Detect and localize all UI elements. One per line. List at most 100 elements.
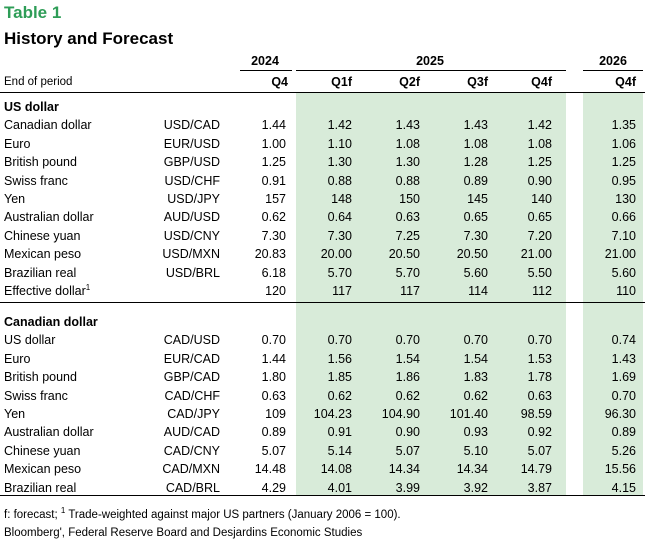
rate-value: 1.08 [395, 136, 420, 151]
rate-value: 1.10 [327, 136, 352, 151]
row-name: Swiss franc [4, 388, 68, 403]
rate-value: 0.65 [527, 210, 552, 225]
rate-value: 4.29 [261, 480, 286, 495]
row-name: Swiss franc [4, 173, 68, 188]
rate-value: 4.01 [327, 480, 352, 495]
row-name: Effective dollar [4, 284, 86, 298]
currency-pair: EUR/CAD [163, 351, 220, 366]
table-subtitle: History and Forecast [4, 29, 174, 48]
rate-value: 3.99 [395, 480, 420, 495]
currency-pair: GBP/CAD [163, 370, 220, 385]
rate-value: 7.30 [463, 228, 488, 243]
rate-value: 0.65 [463, 210, 488, 225]
rate-value: 1.35 [611, 118, 636, 133]
currency-pair: USD/CAD [163, 118, 220, 133]
currency-pair: USD/JPY [167, 192, 220, 206]
quarter-header: Q1f [331, 75, 352, 89]
rate-value: 21.00 [604, 247, 636, 262]
rate-value: 6.18 [261, 265, 286, 280]
rate-value: 0.89 [611, 425, 636, 440]
rate-value: 1.54 [463, 351, 488, 366]
rate-value: 0.89 [261, 425, 286, 440]
rate-value: 21.00 [520, 247, 552, 262]
rate-value: 5.60 [611, 265, 636, 280]
rate-value: 0.90 [395, 425, 420, 440]
rate-value: 109 [265, 407, 286, 421]
header-rule [0, 92, 645, 93]
rate-value: 4.15 [611, 480, 636, 495]
currency-pair: CAD/JPY [167, 407, 220, 421]
quarter-header: Q4f [615, 75, 636, 89]
rate-value: 5.50 [527, 265, 552, 280]
section-heading: Canadian dollar [4, 315, 98, 329]
rate-value: 5.70 [327, 265, 352, 280]
rate-value: 20.50 [456, 247, 488, 262]
row-label: Euro [4, 136, 30, 152]
row-label: Brazilian real [4, 480, 76, 496]
row-label: Canadian dollar [4, 117, 92, 133]
currency-pair: AUD/USD [163, 210, 220, 225]
rate-value: 0.88 [395, 173, 420, 188]
row-label: Australian dollar [4, 209, 94, 225]
section-heading: US dollar [4, 100, 59, 114]
rate-value: 1.80 [261, 370, 286, 385]
rate-value: 3.87 [527, 480, 552, 495]
rate-value: 1.25 [611, 155, 636, 170]
rate-value: 5.70 [395, 265, 420, 280]
section-divider [0, 302, 645, 303]
rate-value: 1.54 [395, 351, 420, 366]
row-label: British pound [4, 154, 77, 170]
rate-value: 120 [265, 284, 286, 298]
rate-value: 14.34 [456, 462, 488, 477]
rate-value: 1.44 [261, 118, 286, 133]
row-label: Effective dollar1 [4, 283, 90, 299]
rate-value: 0.91 [327, 425, 352, 440]
rate-value: 3.92 [463, 480, 488, 495]
row-name: Mexican peso [4, 462, 82, 477]
year-underline-2024 [240, 70, 292, 71]
rate-value: 0.63 [527, 388, 552, 403]
year-2025: 2025 [416, 54, 444, 68]
footnote-sup: 1 [60, 506, 66, 516]
row-label: Yen [4, 406, 25, 422]
rate-value: 5.26 [611, 443, 636, 458]
year-2026: 2026 [599, 54, 627, 68]
rate-value: 0.63 [395, 210, 420, 225]
rate-value: 0.92 [527, 425, 552, 440]
rate-value: 1.53 [527, 351, 552, 366]
rate-value: 157 [265, 192, 286, 206]
currency-pair: AUD/CAD [163, 425, 220, 440]
rate-value: 101.40 [449, 407, 488, 421]
currency-pair: USD/CNY [163, 228, 220, 243]
rate-value: 7.20 [527, 228, 552, 243]
row-name: Yen [4, 192, 26, 206]
rate-value: 5.60 [463, 265, 488, 280]
rate-value: 150 [399, 192, 420, 206]
row-name: Yen [4, 407, 26, 421]
rate-value: 0.70 [527, 333, 552, 348]
currency-pair: GBP/USD [163, 155, 220, 170]
rate-value: 5.07 [261, 443, 286, 458]
rate-value: 140 [531, 192, 552, 206]
currency-pair: CAD/CNY [163, 443, 220, 458]
rate-value: 1.00 [261, 136, 286, 151]
rate-value: 1.83 [463, 370, 488, 385]
row-label: Chinese yuan [4, 228, 80, 244]
rate-value: 104.90 [381, 407, 420, 421]
rate-value: 0.70 [261, 333, 286, 348]
rate-value: 0.62 [327, 388, 352, 403]
forecast-shade-2026 [583, 93, 643, 495]
quarter-header: Q4f [531, 75, 552, 89]
row-label: Mexican peso [4, 246, 81, 262]
rate-value: 7.30 [327, 228, 352, 243]
rate-value: 0.66 [611, 210, 636, 225]
row-label: Brazilian real [4, 265, 76, 281]
row-label: Yen [4, 191, 25, 207]
rate-value: 1.42 [327, 118, 352, 133]
row-label: Chinese yuan [4, 443, 80, 459]
row-name: Australian dollar [4, 425, 94, 440]
row-name: Chinese yuan [4, 228, 81, 243]
rate-value: 110 [616, 284, 636, 298]
rate-value: 5.14 [327, 443, 352, 458]
rate-value: 0.93 [463, 425, 488, 440]
